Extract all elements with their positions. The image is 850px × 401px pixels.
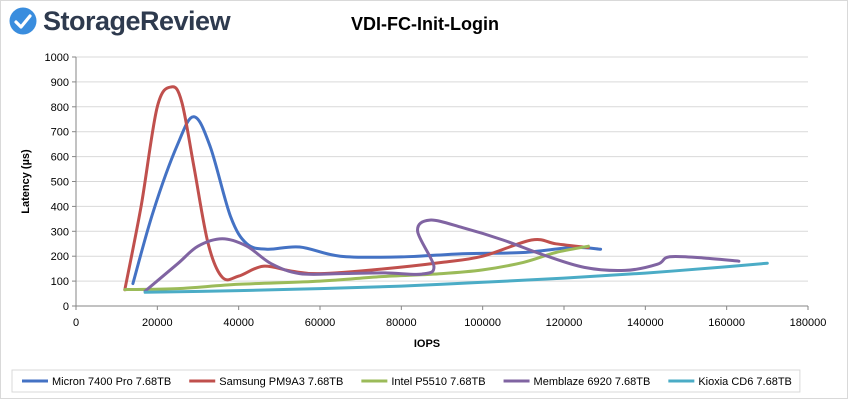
y-tick-label: 300 [51, 226, 69, 238]
x-tick-label: 160000 [708, 317, 745, 329]
x-tick-label: 20000 [142, 317, 173, 329]
x-axis-title: IOPS [414, 338, 440, 350]
x-tick-label: 60000 [305, 317, 336, 329]
legend-label: Micron 7400 Pro 7.68TB [52, 376, 171, 388]
y-tick-label: 100 [51, 276, 69, 288]
y-tick-label: 700 [51, 127, 69, 139]
x-tick-label: 100000 [464, 317, 501, 329]
storagereview-logo-icon [9, 7, 37, 35]
series-line-kioxia-cd6-7-68tb [143, 261, 769, 294]
y-tick-label: 600 [51, 152, 69, 164]
series-line-samsung-pm9a3-7-68tb [123, 85, 590, 292]
y-axis-ticks: 0 100 200 300 400 500 600 700 800 900 1000 [45, 52, 76, 313]
x-tick-label: 0 [73, 317, 79, 329]
x-tick-label: 140000 [627, 317, 664, 329]
y-tick-label: 200 [51, 251, 69, 263]
series-lines [123, 85, 769, 294]
x-tick-label: 80000 [386, 317, 417, 329]
legend: Micron 7400 Pro 7.68TB Samsung PM9A3 7.68… [22, 376, 792, 388]
legend-label: Kioxia CD6 7.68TB [698, 376, 792, 388]
legend-box [11, 369, 801, 393]
y-tick-label: 500 [51, 177, 69, 189]
y-tick-label: 0 [63, 301, 69, 313]
legend-label: Samsung PM9A3 7.68TB [219, 376, 343, 388]
series-line-micron-7400-pro-7-68tb [131, 115, 603, 286]
y-tick-label: 400 [51, 201, 69, 213]
storagereview-logo: StorageReview [8, 4, 231, 38]
y-tick-label: 900 [51, 77, 69, 89]
series-line-memblaze-6920-7-68tb [143, 218, 741, 293]
x-tick-label: 40000 [223, 317, 254, 329]
storagereview-logo-text: StorageReview [43, 5, 231, 36]
gridlines [76, 56, 808, 282]
x-axis-ticks: 0 20000 40000 60000 80000 100000 120000 140000 1… [73, 306, 826, 329]
legend-label: Intel P5510 7.68TB [391, 376, 485, 388]
y-tick-label: 800 [51, 102, 69, 114]
y-tick-label: 1000 [45, 52, 69, 64]
x-tick-label: 120000 [546, 317, 583, 329]
chart-title: VDI-FC-Init-Login [351, 14, 499, 34]
series-line-intel-p5510-7-68tb [123, 244, 590, 292]
x-tick-label: 180000 [790, 317, 827, 329]
legend-label: Memblaze 6920 7.68TB [534, 376, 651, 388]
y-axis-title: Latency (µs) [20, 149, 32, 214]
